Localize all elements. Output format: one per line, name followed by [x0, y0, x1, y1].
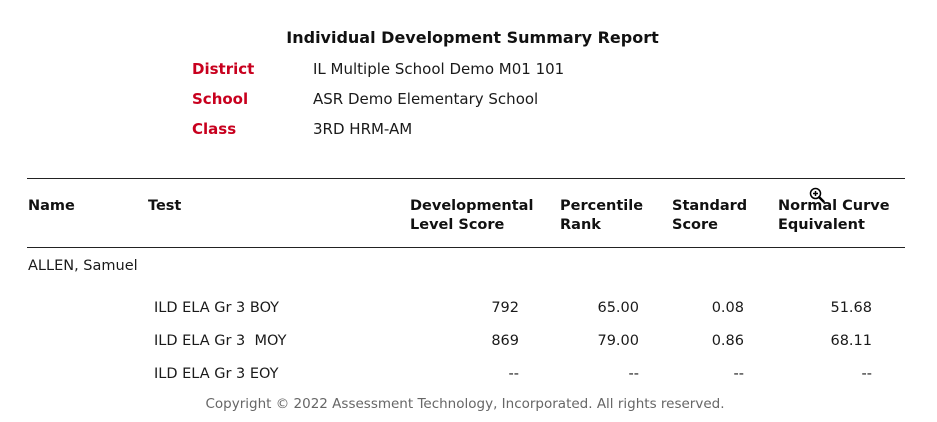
- percentile-rank-cell: 79.00: [597, 333, 639, 349]
- school-value: ASR Demo Elementary School: [313, 90, 539, 108]
- zoom-in-cursor-icon: [809, 187, 825, 203]
- column-header-dls-line-2: Level Score: [410, 217, 505, 233]
- meta-row-district: District IL Multiple School Demo M01 101: [192, 58, 564, 88]
- district-label: District: [192, 60, 255, 78]
- table-row: ILD ELA Gr 3 EOY -- -- -- --: [0, 363, 937, 385]
- header-bottom-divider: [27, 247, 905, 248]
- normal-curve-equivalent-cell: 51.68: [830, 300, 872, 316]
- developmental-level-score-cell: --: [508, 366, 519, 382]
- column-header-normal-curve-equivalent: Normal Curve Equivalent: [778, 197, 890, 235]
- student-name: ALLEN, Samuel: [28, 258, 138, 274]
- test-name-cell: ILD ELA Gr 3 EOY: [154, 366, 279, 382]
- column-header-nce-line-1: Normal Curve: [778, 198, 890, 214]
- column-header-name-text: Name: [28, 198, 75, 214]
- district-value: IL Multiple School Demo M01 101: [313, 60, 565, 78]
- school-label: School: [192, 90, 249, 108]
- column-header-standard-score: Standard Score: [672, 197, 747, 235]
- percentile-rank-cell: 65.00: [597, 300, 639, 316]
- column-header-nce-line-2: Equivalent: [778, 217, 865, 233]
- normal-curve-equivalent-cell: 68.11: [830, 333, 872, 349]
- column-header-pr-line-2: Rank: [560, 217, 601, 233]
- normal-curve-equivalent-cell: --: [861, 366, 872, 382]
- column-header-ss-line-2: Score: [672, 217, 718, 233]
- column-header-name: Name: [28, 197, 75, 216]
- class-value: 3RD HRM-AM: [313, 120, 413, 138]
- table-row: ILD ELA Gr 3 MOY 869 79.00 0.86 68.11: [0, 330, 937, 352]
- copyright-footer: Copyright © 2022 Assessment Technology, …: [205, 396, 725, 412]
- standard-score-cell: 0.86: [711, 333, 744, 349]
- column-header-ss-line-1: Standard: [672, 198, 748, 214]
- class-label: Class: [192, 120, 237, 138]
- column-header-percentile-rank: Percentile Rank: [560, 197, 643, 235]
- developmental-level-score-cell: 869: [491, 333, 519, 349]
- percentile-rank-cell: --: [628, 366, 639, 382]
- column-header-developmental-level-score: Developmental Level Score: [410, 197, 533, 235]
- column-header-dls-line-1: Developmental: [410, 198, 534, 214]
- report-title: Individual Development Summary Report: [286, 28, 659, 47]
- developmental-level-score-cell: 792: [491, 300, 519, 316]
- header-top-divider: [27, 178, 905, 179]
- table-row: ILD ELA Gr 3 BOY 792 65.00 0.08 51.68: [0, 297, 937, 319]
- standard-score-cell: 0.08: [711, 300, 744, 316]
- meta-row-school: School ASR Demo Elementary School: [192, 88, 564, 118]
- column-header-test: Test: [148, 197, 181, 216]
- test-name-cell: ILD ELA Gr 3 BOY: [154, 300, 280, 316]
- report-meta: District IL Multiple School Demo M01 101…: [192, 58, 564, 148]
- meta-row-class: Class 3RD HRM-AM: [192, 118, 564, 148]
- standard-score-cell: --: [733, 366, 744, 382]
- column-header-pr-line-1: Percentile: [560, 198, 644, 214]
- column-header-test-text: Test: [148, 198, 182, 214]
- test-name-cell: ILD ELA Gr 3 MOY: [154, 333, 287, 349]
